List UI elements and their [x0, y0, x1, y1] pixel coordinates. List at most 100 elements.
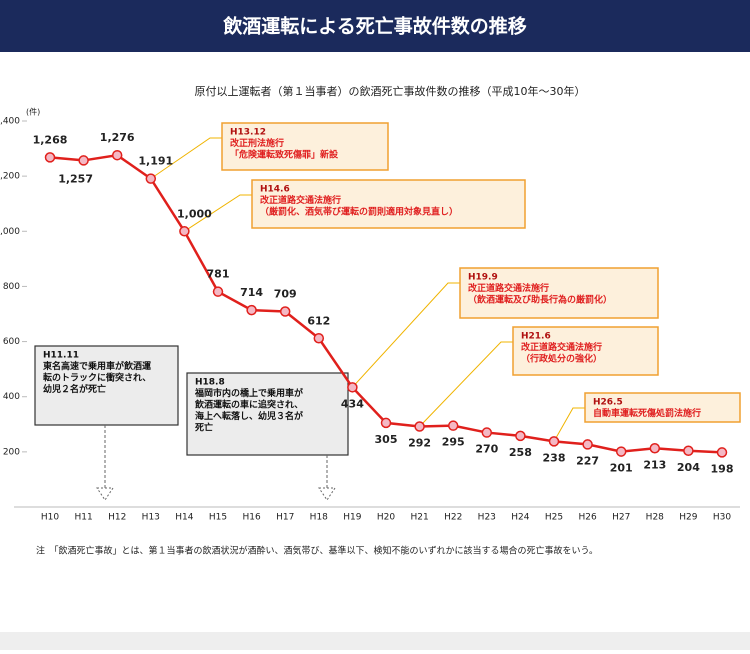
data-label: 1,000: [177, 207, 212, 220]
data-label: 292: [408, 436, 431, 449]
annotation-text: 転のトラックに衝突され、: [43, 372, 151, 384]
x-tick-label: H13: [142, 513, 160, 523]
annotation-text: H26.5: [593, 398, 623, 408]
title-banner: [0, 0, 750, 52]
y-tick-label: 1,400: [0, 117, 20, 127]
data-point: [179, 226, 190, 237]
y-tick-label: 400: [3, 392, 20, 402]
y-tick-label: 200: [3, 447, 20, 457]
annotation-text: （行政処分の強化）: [521, 353, 602, 365]
data-point: [212, 286, 224, 297]
leader-line: [184, 194, 252, 232]
data-point: [44, 152, 56, 163]
annotation-text: H13.12: [230, 128, 266, 138]
data-label: 213: [643, 458, 666, 471]
annotation-text: （厳罰化、酒気帯び運転の罰則適用対象見直し）: [260, 206, 458, 218]
annotation-text: 飲酒運転の車に追突され、: [194, 399, 303, 411]
data-label: 434: [341, 397, 364, 410]
annotation-text: 幼児２名が死亡: [43, 383, 106, 395]
x-tick-label: H22: [444, 513, 462, 523]
x-tick-label: H17: [276, 513, 294, 523]
data-point: [582, 439, 593, 450]
x-tick-label: H16: [242, 513, 260, 523]
data-point: [548, 436, 560, 447]
data-label: 612: [307, 314, 330, 327]
data-label: 198: [711, 462, 734, 475]
x-tick-label: H20: [377, 513, 395, 523]
data-point: [380, 417, 392, 429]
chart-title: 飲酒運転による死亡事故件数の推移: [222, 15, 526, 38]
annotation-text: H21.6: [521, 332, 551, 342]
x-tick-label: H27: [612, 513, 630, 523]
annotation-text: H14.6: [260, 185, 290, 195]
data-label: 1,276: [100, 131, 135, 144]
data-point: [145, 173, 157, 184]
annotation-text: 改正道路交通法施行: [260, 194, 341, 206]
data-point: [111, 149, 123, 161]
annotation-text: 死亡: [194, 422, 213, 434]
arrow-head: [96, 487, 114, 501]
x-tick-label: H25: [545, 513, 563, 523]
leader-line: [419, 341, 513, 427]
data-label: 781: [207, 268, 230, 281]
data-label: 295: [442, 436, 465, 449]
data-label: 238: [543, 451, 566, 464]
annotation-text: 東名高速で乗用車が飲酒運: [43, 360, 151, 372]
y-tick-label: 600: [3, 337, 20, 347]
data-label: 201: [610, 462, 633, 475]
x-tick-label: H10: [41, 513, 59, 523]
annotation-text: 改正道路交通法施行: [521, 341, 602, 353]
x-tick-label: H23: [478, 513, 496, 523]
bottom-bar: [0, 632, 750, 650]
annotation-box: [221, 122, 389, 171]
data-point: [347, 382, 358, 393]
x-tick-label: H29: [679, 513, 697, 523]
annotation-text: 海上へ転落し、幼児３名が: [195, 410, 304, 422]
data-label: 270: [475, 443, 498, 456]
annotation-text: H18.8: [195, 378, 225, 388]
arrow-head: [318, 487, 336, 501]
y-unit: (件): [26, 107, 40, 117]
subtitle: 原付以上運転者（第１当事者）の飲酒死亡事故件数の推移（平成10年～30年）: [195, 84, 586, 98]
data-point: [615, 446, 627, 457]
data-label: 305: [375, 433, 398, 446]
annotation-text: 改正刑法施行: [230, 137, 284, 149]
x-tick-label: H14: [175, 513, 193, 523]
x-tick-label: H18: [310, 513, 328, 523]
x-tick-label: H28: [646, 513, 664, 523]
data-point: [683, 445, 694, 457]
data-label: 204: [677, 461, 700, 474]
x-tick-label: H19: [343, 513, 361, 523]
leader-line: [553, 407, 585, 442]
data-point: [414, 421, 425, 432]
data-point: [515, 430, 526, 442]
annotation-box: [251, 179, 526, 229]
x-tick-label: H12: [108, 513, 126, 523]
annotation-text: （飲酒運転及び助長行為の厳罰化）: [468, 294, 612, 306]
leader-line: [352, 282, 460, 388]
x-tick-label: H26: [578, 513, 596, 523]
data-point: [246, 304, 257, 316]
annotation-box: [584, 392, 741, 423]
annotation-text: 改正道路交通法施行: [468, 282, 549, 294]
annotation-box: [512, 326, 659, 376]
data-point: [716, 447, 728, 458]
data-label: 1,191: [138, 155, 173, 168]
data-point: [649, 443, 661, 454]
x-tick-label: H24: [511, 513, 529, 523]
annotation-text: 自動車運転死傷処罰法施行: [593, 407, 701, 419]
annotation-text: 「危険運転致死傷罪」新設: [230, 149, 339, 161]
leader-line: [150, 137, 222, 180]
data-label: 709: [274, 288, 297, 301]
note: 注 「飲酒死亡事故」とは、第１当事者の飲酒状況が酒酔い、酒気帯び、基準以下、検知…: [36, 545, 598, 557]
data-point: [279, 306, 291, 317]
data-label: 1,257: [58, 172, 93, 185]
data-point: [481, 427, 493, 438]
x-tick-label: H21: [410, 513, 428, 523]
data-point: [447, 420, 459, 431]
annotation-box: [459, 267, 659, 319]
x-tick-label: H15: [209, 513, 227, 523]
data-label: 1,268: [33, 133, 68, 146]
